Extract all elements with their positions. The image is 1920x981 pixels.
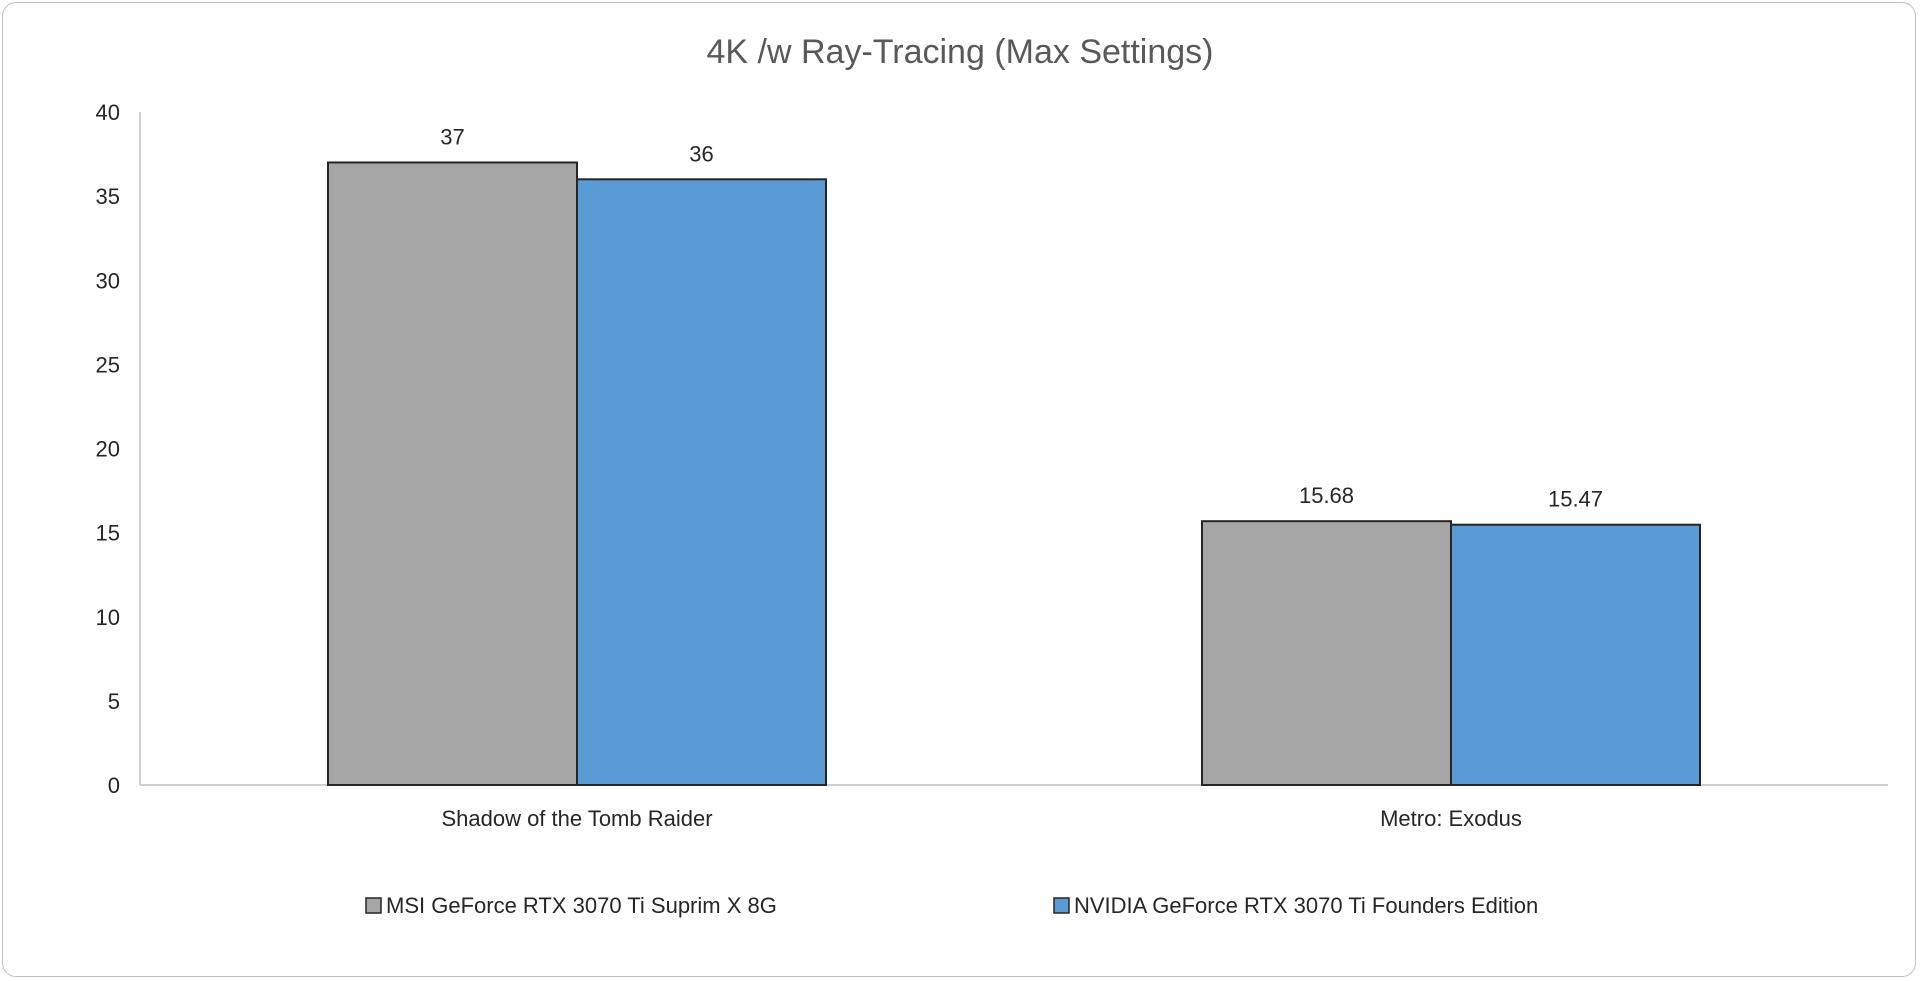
y-tick-label: 5 <box>108 689 120 714</box>
legend: MSI GeForce RTX 3070 Ti Suprim X 8G NVIDI… <box>365 893 1538 918</box>
data-label: 37 <box>440 124 464 149</box>
y-tick-label: 0 <box>108 773 120 798</box>
x-category-label: Shadow of the Tomb Raider <box>441 806 712 831</box>
y-tick-label: 25 <box>96 352 120 377</box>
data-label: 15.47 <box>1548 487 1603 512</box>
data-label: 15.68 <box>1299 483 1354 508</box>
bar <box>327 161 578 787</box>
y-tick-label: 30 <box>96 268 120 293</box>
y-tick-label: 15 <box>96 521 120 546</box>
y-axis: 0 5 10 15 20 25 30 35 40 <box>96 100 141 798</box>
data-labels: 37 15.68 36 15.47 <box>440 124 1603 511</box>
chart-title: 4K /w Ray-Tracing (Max Settings) <box>707 33 1214 71</box>
x-category-label: Metro: Exodus <box>1380 806 1522 831</box>
y-tick-label: 20 <box>96 437 120 462</box>
bar <box>576 178 827 787</box>
legend-label: NVIDIA GeForce RTX 3070 Ti Founders Edit… <box>1074 893 1538 918</box>
legend-swatch <box>1053 897 1070 914</box>
y-tick-label: 10 <box>96 605 120 630</box>
y-tick-label: 35 <box>96 184 120 209</box>
y-tick-label: 40 <box>96 100 120 125</box>
legend-swatch <box>365 897 382 914</box>
bar <box>1201 520 1452 787</box>
bars <box>327 161 1701 787</box>
legend-label: MSI GeForce RTX 3070 Ti Suprim X 8G <box>386 893 777 918</box>
x-axis: Shadow of the Tomb Raider Metro: Exodus <box>140 784 1888 831</box>
bar <box>1450 523 1701 786</box>
data-label: 36 <box>689 141 713 166</box>
